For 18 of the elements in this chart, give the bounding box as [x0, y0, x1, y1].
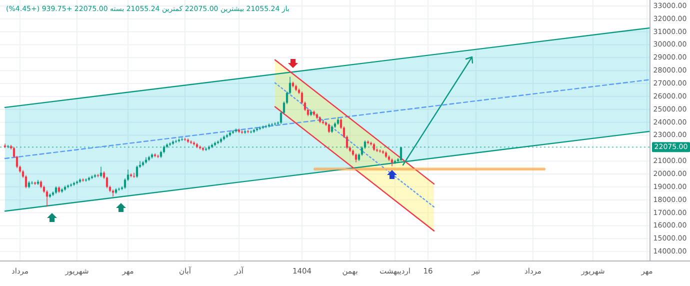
candlestick [84, 178, 88, 182]
candlestick [60, 188, 64, 194]
candlestick [216, 140, 220, 145]
candlestick [178, 138, 180, 143]
candlestick [46, 190, 48, 207]
candlestick [232, 130, 234, 134]
candlestick [354, 152, 358, 163]
candlestick [400, 146, 402, 161]
candlestick [250, 130, 252, 134]
candlestick [240, 130, 244, 134]
candlestick [136, 165, 138, 178]
candlestick [268, 123, 270, 128]
candlestick [30, 180, 34, 185]
candlestick [4, 143, 6, 148]
candlestick [100, 166, 102, 178]
candlestick [366, 140, 370, 145]
candlestick [328, 123, 330, 134]
candlestick [82, 178, 84, 182]
